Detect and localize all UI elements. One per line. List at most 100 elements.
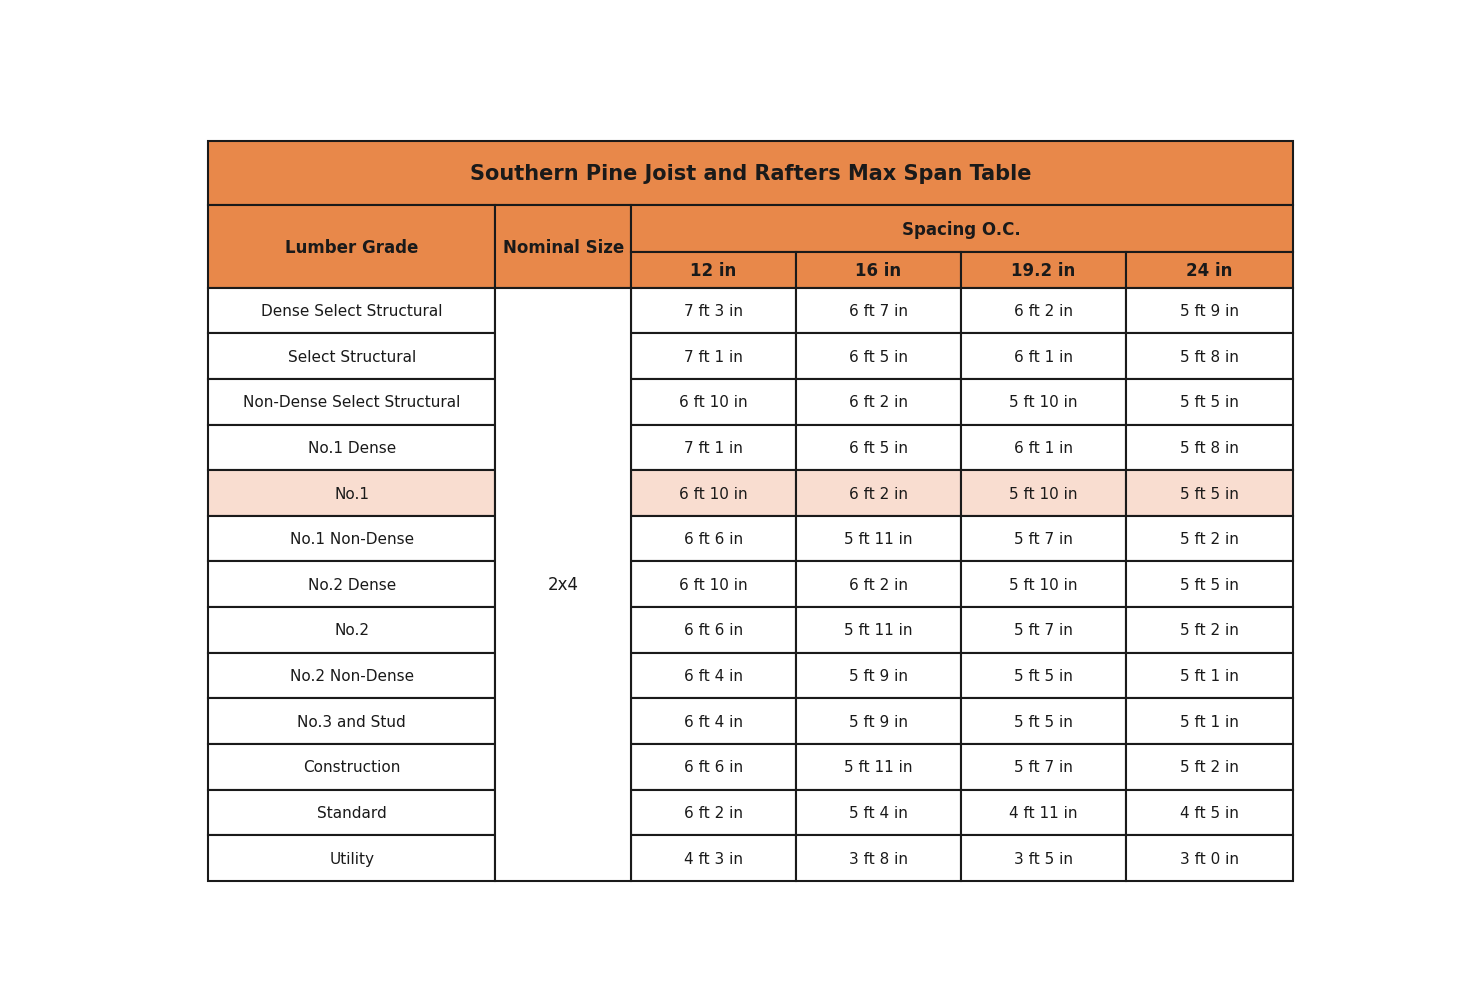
Text: Standard: Standard — [316, 805, 386, 820]
Bar — [208, 425, 495, 470]
Bar — [208, 744, 495, 790]
Text: 5 ft 11 in: 5 ft 11 in — [845, 532, 912, 547]
Bar — [208, 608, 495, 653]
Text: 6 ft 2 in: 6 ft 2 in — [849, 395, 908, 410]
Text: 6 ft 1 in: 6 ft 1 in — [1013, 440, 1073, 455]
Bar — [960, 744, 1126, 790]
Text: Utility: Utility — [329, 851, 375, 866]
Bar — [960, 562, 1126, 608]
Bar — [960, 334, 1126, 379]
Text: 5 ft 11 in: 5 ft 11 in — [845, 759, 912, 774]
Text: 5 ft 5 in: 5 ft 5 in — [1180, 577, 1239, 592]
Text: No.1: No.1 — [334, 486, 369, 502]
Bar — [960, 608, 1126, 653]
Bar — [495, 207, 631, 288]
Bar — [1126, 835, 1293, 881]
Bar — [796, 653, 960, 699]
Bar — [796, 835, 960, 881]
Bar — [796, 790, 960, 835]
Text: No.2 Dense: No.2 Dense — [307, 577, 395, 592]
Text: 6 ft 6 in: 6 ft 6 in — [684, 532, 744, 547]
Text: 19.2 in: 19.2 in — [1012, 262, 1075, 280]
Bar — [208, 142, 1293, 207]
Text: 5 ft 1 in: 5 ft 1 in — [1180, 714, 1239, 729]
Bar — [796, 379, 960, 425]
Bar — [1126, 790, 1293, 835]
Text: 5 ft 10 in: 5 ft 10 in — [1009, 486, 1078, 502]
Text: 4 ft 11 in: 4 ft 11 in — [1009, 805, 1078, 820]
Bar — [796, 608, 960, 653]
Bar — [631, 253, 796, 288]
Text: 5 ft 1 in: 5 ft 1 in — [1180, 668, 1239, 683]
Bar — [960, 699, 1126, 744]
Bar — [208, 517, 495, 562]
Bar — [208, 562, 495, 608]
Bar — [960, 653, 1126, 699]
Text: 6 ft 5 in: 6 ft 5 in — [849, 349, 908, 364]
Text: No.3 and Stud: No.3 and Stud — [297, 714, 406, 729]
Text: Non-Dense Select Structural: Non-Dense Select Structural — [243, 395, 460, 410]
Text: 6 ft 2 in: 6 ft 2 in — [684, 805, 742, 820]
Bar — [631, 379, 796, 425]
Bar — [1126, 517, 1293, 562]
Text: 24 in: 24 in — [1186, 262, 1233, 280]
Text: 5 ft 5 in: 5 ft 5 in — [1013, 714, 1073, 729]
Bar — [631, 699, 796, 744]
Bar — [796, 470, 960, 517]
Text: 5 ft 10 in: 5 ft 10 in — [1009, 395, 1078, 410]
Text: No.1 Dense: No.1 Dense — [307, 440, 395, 455]
Text: 6 ft 4 in: 6 ft 4 in — [684, 668, 742, 683]
Bar — [208, 207, 495, 288]
Text: 6 ft 7 in: 6 ft 7 in — [849, 304, 908, 319]
Bar — [208, 790, 495, 835]
Bar — [631, 790, 796, 835]
Bar — [1126, 699, 1293, 744]
Bar — [631, 288, 796, 334]
Bar — [796, 425, 960, 470]
Bar — [960, 835, 1126, 881]
Text: Spacing O.C.: Spacing O.C. — [902, 221, 1022, 239]
Text: 5 ft 2 in: 5 ft 2 in — [1180, 623, 1239, 638]
Text: 5 ft 5 in: 5 ft 5 in — [1013, 668, 1073, 683]
Bar — [631, 334, 796, 379]
Bar — [796, 334, 960, 379]
Bar — [1126, 653, 1293, 699]
Text: Lumber Grade: Lumber Grade — [285, 239, 419, 257]
Bar — [631, 744, 796, 790]
Bar — [1126, 608, 1293, 653]
Text: 5 ft 2 in: 5 ft 2 in — [1180, 759, 1239, 774]
Bar — [796, 562, 960, 608]
Text: 6 ft 10 in: 6 ft 10 in — [679, 577, 748, 592]
Bar — [796, 517, 960, 562]
Text: 6 ft 5 in: 6 ft 5 in — [849, 440, 908, 455]
Bar — [960, 379, 1126, 425]
Text: 5 ft 9 in: 5 ft 9 in — [1180, 304, 1239, 319]
Text: 7 ft 1 in: 7 ft 1 in — [684, 349, 742, 364]
Text: Nominal Size: Nominal Size — [502, 239, 624, 257]
Text: 6 ft 10 in: 6 ft 10 in — [679, 395, 748, 410]
Text: 6 ft 6 in: 6 ft 6 in — [684, 759, 744, 774]
Text: 6 ft 10 in: 6 ft 10 in — [679, 486, 748, 502]
Bar — [631, 470, 796, 517]
Text: Dense Select Structural: Dense Select Structural — [261, 304, 442, 319]
Text: No.2: No.2 — [334, 623, 369, 638]
Bar — [631, 608, 796, 653]
Text: No.2 Non-Dense: No.2 Non-Dense — [290, 668, 414, 683]
Text: 5 ft 7 in: 5 ft 7 in — [1013, 623, 1073, 638]
Bar — [796, 744, 960, 790]
Text: 7 ft 3 in: 7 ft 3 in — [684, 304, 742, 319]
Bar — [1126, 334, 1293, 379]
Bar — [960, 253, 1126, 288]
Bar — [208, 835, 495, 881]
Text: 5 ft 2 in: 5 ft 2 in — [1180, 532, 1239, 547]
Text: 5 ft 5 in: 5 ft 5 in — [1180, 486, 1239, 502]
Text: 2x4: 2x4 — [548, 576, 578, 594]
Bar — [796, 699, 960, 744]
Bar — [631, 425, 796, 470]
Text: 5 ft 4 in: 5 ft 4 in — [849, 805, 908, 820]
Text: 4 ft 3 in: 4 ft 3 in — [684, 851, 742, 866]
Bar — [960, 790, 1126, 835]
Bar — [631, 207, 1293, 253]
Bar — [960, 517, 1126, 562]
Text: 5 ft 7 in: 5 ft 7 in — [1013, 759, 1073, 774]
